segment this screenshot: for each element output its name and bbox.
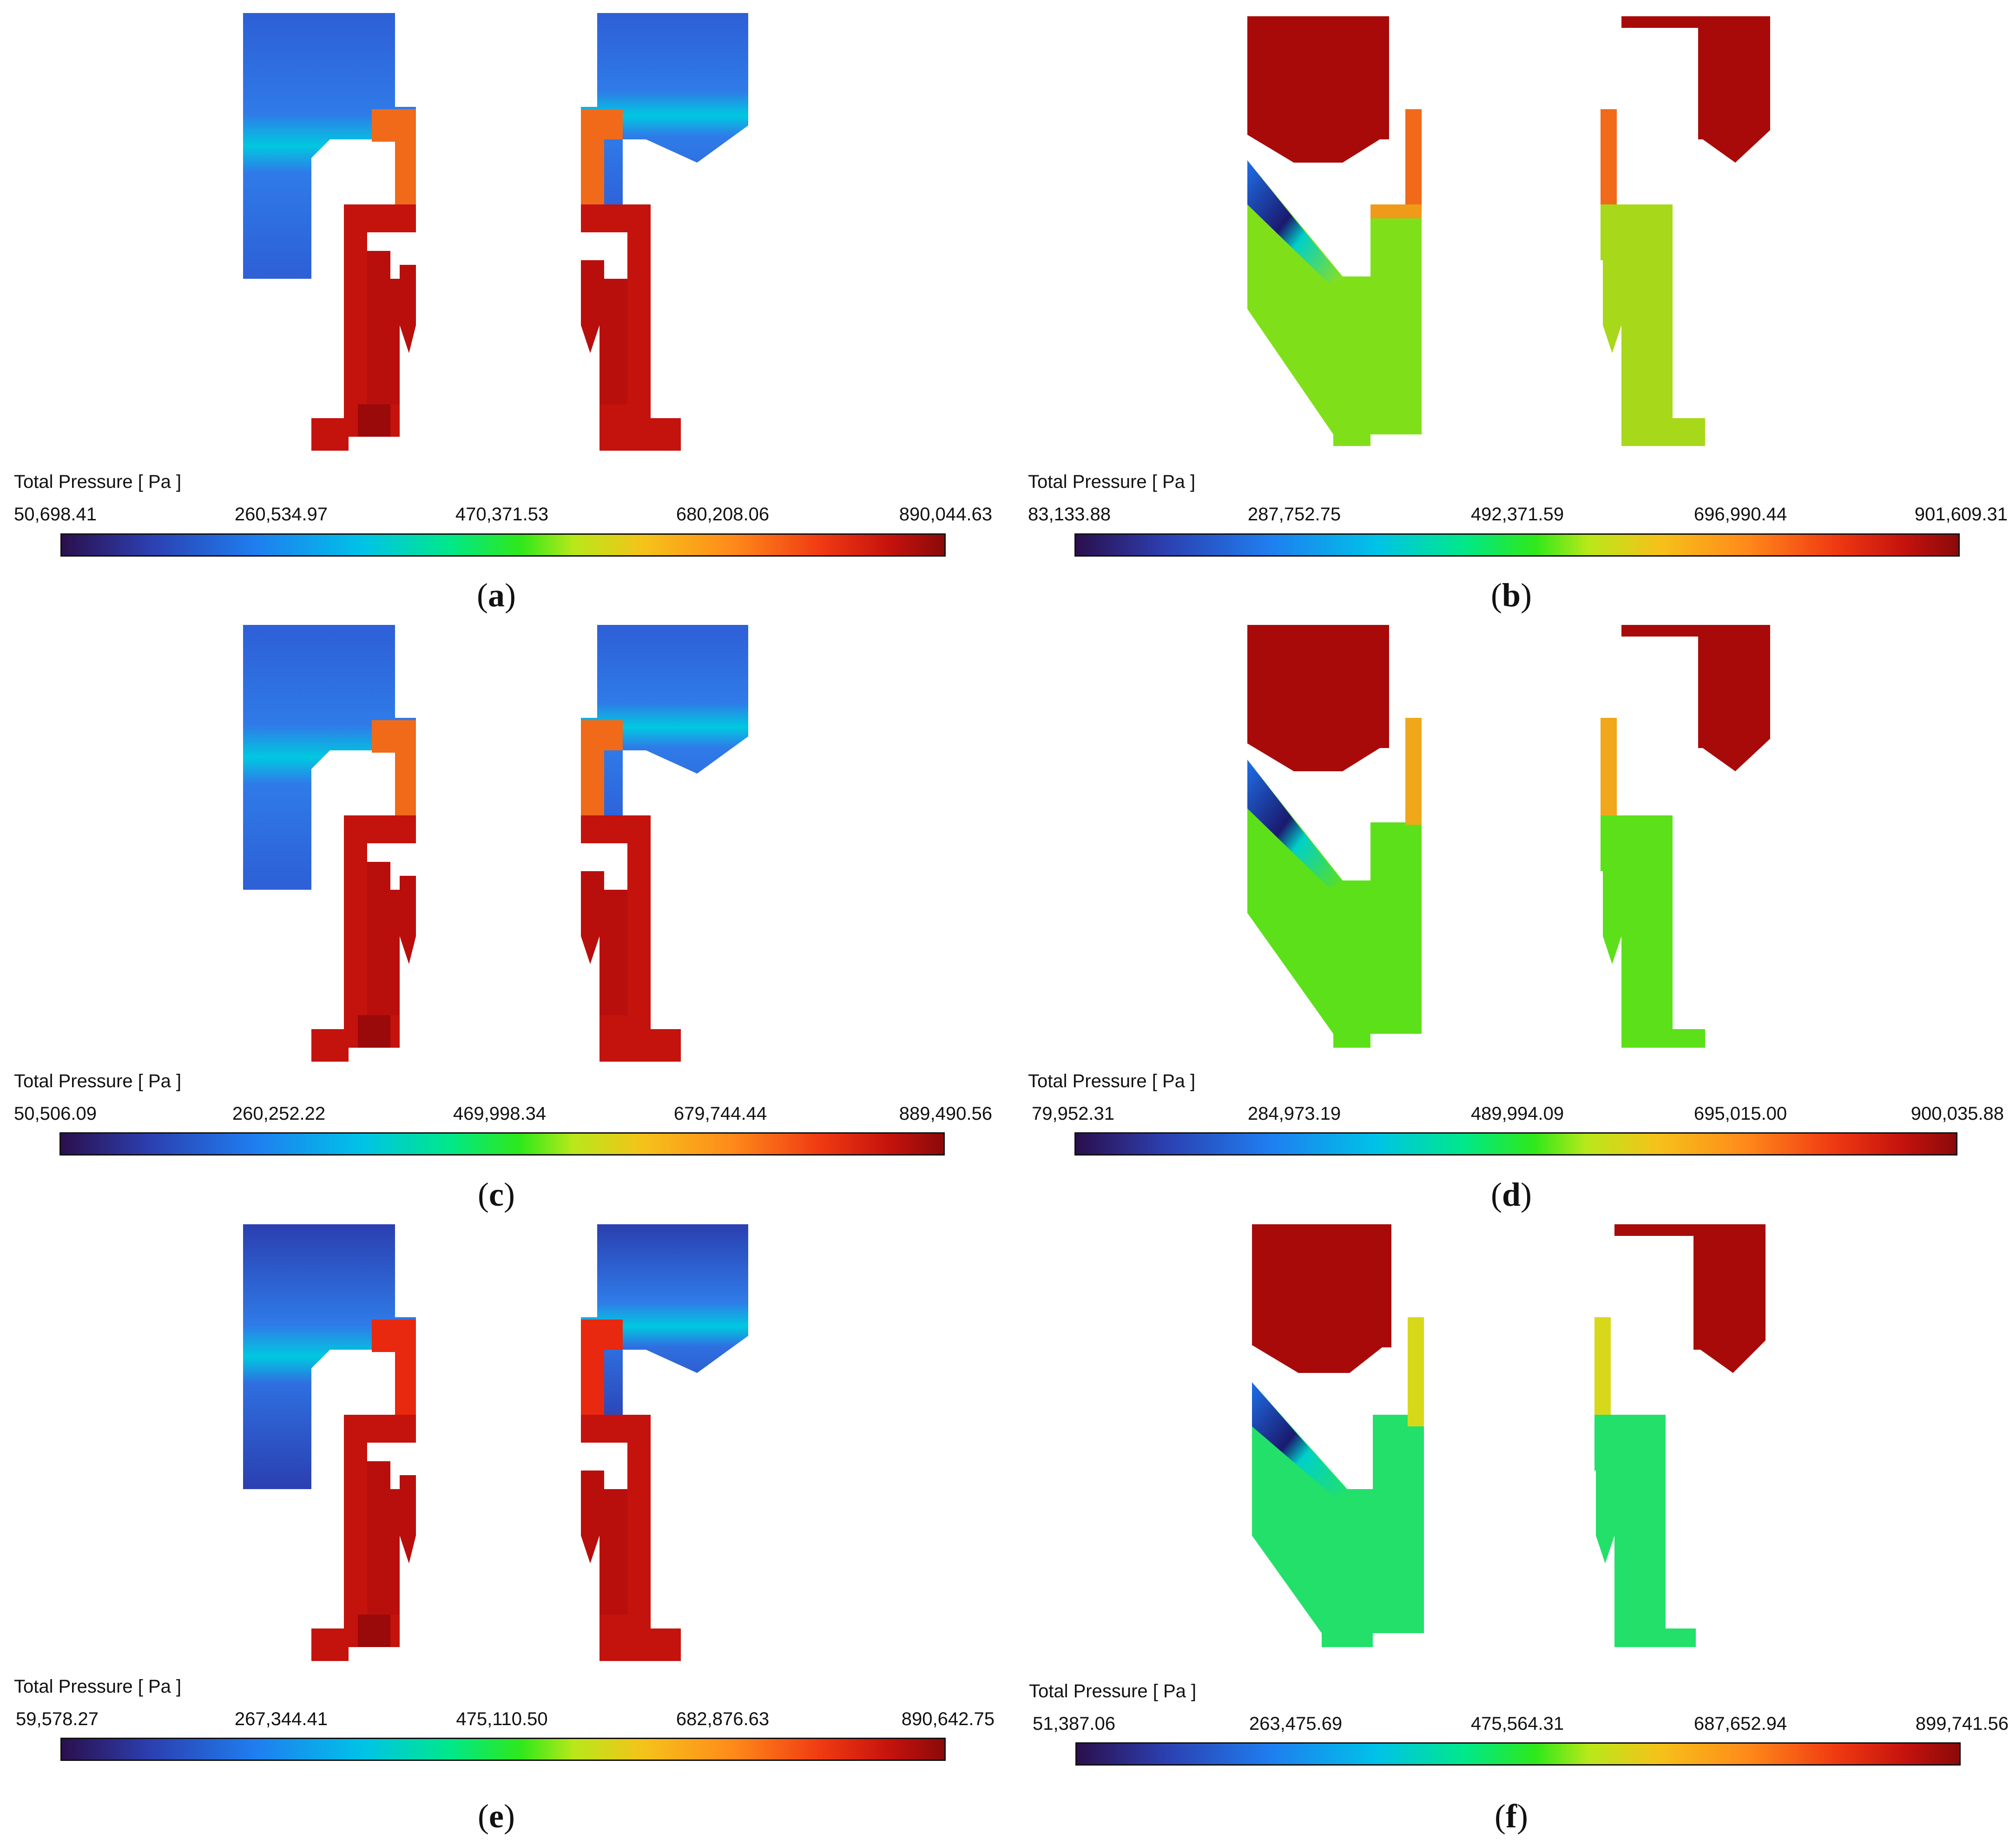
right-domain-e bbox=[581, 1224, 748, 1661]
legend-title-d: Total Pressure [ Pa ] bbox=[1028, 1071, 1196, 1091]
tick-label-f-0: 51,387.06 bbox=[1033, 1714, 1115, 1734]
tick-label-c-3: 679,744.44 bbox=[673, 1103, 767, 1124]
legend-title-a: Total Pressure [ Pa ] bbox=[14, 472, 182, 492]
contour-plot-d bbox=[1247, 625, 1770, 1048]
caption-a: (a) bbox=[477, 577, 516, 614]
panel-e bbox=[0, 1208, 1008, 1821]
colorbar-a bbox=[60, 533, 946, 557]
contour-plot-f bbox=[1252, 1224, 1766, 1647]
tick-label-a-4: 890,044.63 bbox=[899, 504, 992, 525]
tick-label-b-1: 287,752.75 bbox=[1247, 504, 1341, 525]
left-domain-c bbox=[243, 625, 416, 1062]
right-domain-f bbox=[1594, 1224, 1766, 1647]
tick-label-a-1: 260,534.97 bbox=[234, 504, 328, 525]
panel-b bbox=[1008, 0, 2016, 613]
left-domain-f bbox=[1252, 1224, 1424, 1647]
right-domain-a bbox=[581, 13, 748, 451]
tick-label-b-0: 83,133.88 bbox=[1028, 504, 1111, 525]
tick-label-e-4: 890,642.75 bbox=[901, 1709, 995, 1729]
caption-d: (d) bbox=[1490, 1176, 1532, 1213]
tick-label-b-2: 492,371.59 bbox=[1470, 504, 1564, 525]
tick-label-d-2: 489,994.09 bbox=[1470, 1103, 1564, 1124]
tick-label-d-4: 900,035.88 bbox=[1911, 1103, 2004, 1124]
left-domain-a bbox=[243, 13, 416, 451]
tick-label-c-2: 469,998.34 bbox=[453, 1103, 547, 1124]
colorbar-f bbox=[1075, 1742, 1961, 1766]
tick-label-e-1: 267,344.41 bbox=[234, 1709, 328, 1729]
colorbar-b bbox=[1074, 533, 1960, 557]
tick-label-f-4: 899,741.56 bbox=[1915, 1714, 2009, 1734]
tick-label-a-3: 680,208.06 bbox=[676, 504, 770, 525]
tick-label-f-2: 475,564.31 bbox=[1470, 1714, 1564, 1734]
tick-label-f-1: 263,475.69 bbox=[1249, 1714, 1343, 1734]
colorbar-e bbox=[60, 1738, 946, 1761]
colorbar-c bbox=[59, 1132, 945, 1156]
panel-f bbox=[1008, 1208, 2016, 1821]
tick-label-c-0: 50,506.09 bbox=[14, 1103, 97, 1124]
contour-plot-c bbox=[243, 625, 748, 1062]
tick-label-a-0: 50,698.41 bbox=[14, 504, 97, 525]
tick-label-c-1: 260,252.22 bbox=[232, 1103, 326, 1124]
tick-label-a-2: 470,371.53 bbox=[455, 504, 549, 525]
panel-d bbox=[1008, 599, 2016, 1213]
legend-title-f: Total Pressure [ Pa ] bbox=[1029, 1681, 1197, 1701]
tick-label-d-0: 79,952.31 bbox=[1032, 1103, 1114, 1124]
contour-plot-a bbox=[243, 13, 748, 451]
legend-title-b: Total Pressure [ Pa ] bbox=[1028, 472, 1196, 492]
panel-c bbox=[0, 599, 1008, 1213]
caption-e: (e) bbox=[478, 1798, 515, 1835]
left-domain-e bbox=[243, 1224, 416, 1661]
tick-label-e-0: 59,578.27 bbox=[16, 1709, 99, 1729]
tick-label-b-4: 901,609.31 bbox=[1914, 504, 2008, 525]
tick-label-e-3: 682,876.63 bbox=[676, 1709, 770, 1729]
tick-label-f-3: 687,652.94 bbox=[1693, 1714, 1787, 1734]
panel-a bbox=[0, 0, 1008, 613]
right-domain-b bbox=[1601, 16, 1770, 446]
caption-c: (c) bbox=[478, 1176, 515, 1213]
caption-b: (b) bbox=[1490, 577, 1532, 614]
contour-plot-b bbox=[1247, 16, 1770, 446]
right-domain-c bbox=[581, 625, 748, 1062]
caption-f: (f) bbox=[1495, 1798, 1528, 1835]
legend-title-e: Total Pressure [ Pa ] bbox=[14, 1676, 182, 1697]
left-domain-d bbox=[1247, 625, 1422, 1048]
contour-plot-e bbox=[243, 1224, 748, 1661]
legend-title-c: Total Pressure [ Pa ] bbox=[14, 1071, 182, 1091]
tick-label-d-3: 695,015.00 bbox=[1693, 1103, 1787, 1124]
tick-label-e-2: 475,110.50 bbox=[456, 1709, 548, 1729]
tick-label-d-1: 284,973.19 bbox=[1247, 1103, 1341, 1124]
colorbar-d bbox=[1074, 1132, 1957, 1156]
tick-label-b-3: 696,990.44 bbox=[1693, 504, 1787, 525]
left-domain-b bbox=[1247, 16, 1422, 446]
right-domain-d bbox=[1601, 625, 1770, 1048]
tick-label-c-4: 889,490.56 bbox=[899, 1103, 992, 1124]
